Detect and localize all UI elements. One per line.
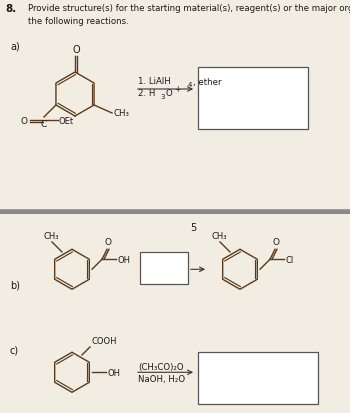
Text: CH₃: CH₃: [113, 109, 129, 118]
Text: CH₃: CH₃: [43, 231, 59, 240]
Bar: [140, 253, 188, 285]
Text: 2. H: 2. H: [138, 89, 155, 98]
Text: a): a): [10, 42, 20, 52]
Text: +: +: [174, 85, 180, 94]
Text: 3: 3: [160, 94, 164, 100]
Text: OH: OH: [107, 368, 120, 377]
Text: Cl: Cl: [285, 255, 293, 264]
Text: O: O: [72, 45, 80, 55]
Text: (CH₃CO)₂O: (CH₃CO)₂O: [138, 362, 184, 371]
Text: 8.: 8.: [5, 4, 16, 14]
Text: O: O: [165, 89, 172, 98]
Text: OH: OH: [117, 255, 130, 264]
Text: 5: 5: [190, 223, 196, 233]
Bar: [198, 352, 318, 404]
Text: b): b): [10, 280, 20, 290]
Text: c): c): [10, 344, 19, 354]
Text: O: O: [21, 117, 28, 126]
Text: Provide structure(s) for the starting material(s), reagent(s) or the major organ: Provide structure(s) for the starting ma…: [28, 4, 350, 26]
Text: NaOH, H₂O: NaOH, H₂O: [138, 374, 185, 383]
Bar: [198, 68, 308, 130]
Text: 4: 4: [188, 82, 193, 88]
Text: OEt: OEt: [59, 117, 74, 126]
Text: CH₃: CH₃: [211, 231, 227, 240]
Text: C: C: [41, 120, 47, 129]
Text: O: O: [105, 238, 112, 247]
Text: 1. LiAlH: 1. LiAlH: [138, 77, 171, 86]
Text: COOH: COOH: [91, 336, 117, 345]
Text: , ether: , ether: [193, 77, 222, 86]
Text: O: O: [273, 238, 280, 247]
